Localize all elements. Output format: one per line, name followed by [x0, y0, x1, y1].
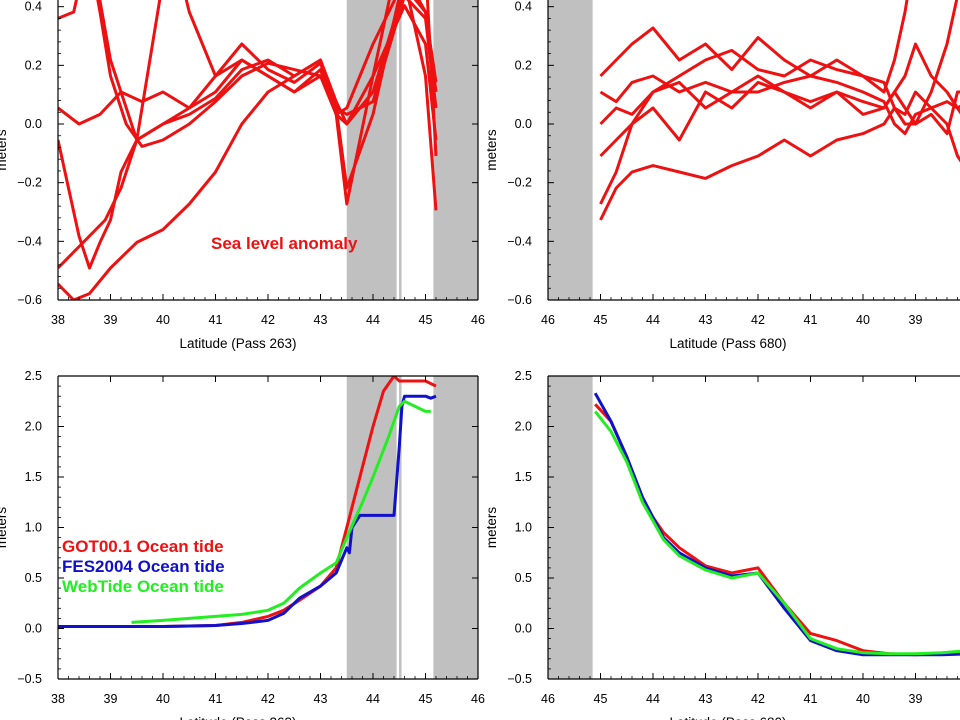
y-tick-label: 1.5 [515, 470, 532, 484]
y-axis-label: meters [484, 129, 499, 171]
y-axis-label: meters [0, 129, 9, 171]
y-tick-label: 1.0 [515, 521, 532, 535]
x-tick-label: 39 [104, 692, 118, 706]
x-tick-label: 40 [156, 313, 170, 327]
shaded-band [433, 376, 478, 679]
x-tick-label: 44 [366, 313, 380, 327]
y-tick-label: 0.0 [515, 622, 532, 636]
x-tick-label: 45 [594, 692, 608, 706]
series-line [96, 0, 438, 148]
series-line [593, 392, 960, 657]
series-line [58, 0, 438, 300]
y-tick-label: 0.2 [515, 58, 532, 72]
y-tick-label: 2.0 [515, 420, 532, 434]
x-tick-label: 43 [314, 692, 328, 706]
y-tick-label: −0.4 [507, 234, 532, 248]
y-tick-label: 0.5 [515, 571, 532, 585]
x-axis-label: Latitude (Pass 680) [669, 715, 786, 720]
chart-panel-p1: 38 39 40 41 42 43 44 45 46 −0.6 −0.4 −0.2 0.0 0.2 0.4 L… [0, 0, 485, 351]
x-tick-label: 39 [909, 692, 923, 706]
series-line [58, 0, 438, 190]
y-tick-label: −0.6 [507, 293, 532, 307]
y-tick-label: −0.2 [507, 176, 532, 190]
y-tick-label: 1.5 [25, 470, 42, 484]
x-tick-label: 42 [261, 692, 275, 706]
series-line [599, 42, 960, 126]
chart-panel-p3: 38 39 40 41 42 43 44 45 46 −0.5 0.0 0.5 1.0 1.5 2.0 2.5… [0, 369, 485, 720]
x-tick-label: 41 [209, 692, 223, 706]
shaded-band [346, 376, 397, 679]
annotation-label: Sea level anomaly [211, 234, 358, 253]
y-tick-label: 2.5 [25, 369, 42, 383]
x-tick-label: 42 [751, 313, 765, 327]
y-tick-label: 1.0 [25, 521, 42, 535]
legend-entry: GOT00.1 Ocean tide [62, 537, 224, 556]
shaded-band [548, 376, 593, 679]
x-tick-label: 39 [104, 313, 118, 327]
x-tick-label: 46 [541, 692, 555, 706]
y-tick-label: −0.5 [507, 672, 532, 686]
x-tick-label: 41 [804, 313, 818, 327]
y-tick-label: −0.6 [17, 293, 42, 307]
x-tick-label: 46 [471, 692, 485, 706]
series-line [594, 403, 960, 657]
chart-panel-p4: 464544434241403938−0.50.00.51.01.52.02.5… [484, 369, 960, 720]
x-tick-label: 44 [646, 692, 660, 706]
x-tick-label: 39 [909, 313, 923, 327]
y-tick-label: 0.0 [25, 117, 42, 131]
x-tick-label: 41 [804, 692, 818, 706]
legend-entry: WebTide Ocean tide [62, 577, 224, 596]
y-tick-label: 0.0 [515, 117, 532, 131]
x-tick-label: 38 [51, 313, 65, 327]
x-tick-label: 45 [594, 313, 608, 327]
series-line [131, 399, 431, 624]
x-tick-label: 46 [471, 313, 485, 327]
y-tick-label: 0.4 [25, 0, 42, 14]
x-tick-label: 44 [646, 313, 660, 327]
x-tick-label: 44 [366, 692, 380, 706]
x-tick-label: 42 [751, 692, 765, 706]
x-axis-label: Latitude (Pass 680) [669, 336, 786, 351]
series-line [58, 4, 438, 270]
series-line [599, 0, 959, 205]
series-line [599, 90, 960, 221]
y-tick-label: 0.0 [25, 622, 42, 636]
y-tick-label: 0.2 [25, 58, 42, 72]
y-tick-label: 0.5 [25, 571, 42, 585]
y-axis-label: meters [484, 507, 499, 549]
x-axis-label: Latitude (Pass 263) [179, 336, 296, 351]
series-line [599, 74, 960, 136]
x-tick-label: 43 [314, 313, 328, 327]
x-axis-label: Latitude (Pass 263) [179, 715, 296, 720]
series-line [599, 0, 909, 94]
x-tick-label: 40 [856, 313, 870, 327]
x-tick-label: 46 [541, 313, 555, 327]
y-tick-label: −0.2 [17, 176, 42, 190]
shaded-band [433, 0, 478, 300]
x-tick-label: 45 [419, 313, 433, 327]
x-tick-label: 42 [261, 313, 275, 327]
y-tick-label: 0.4 [515, 0, 532, 14]
legend-entry: FES2004 Ocean tide [62, 557, 225, 576]
y-tick-label: 2.5 [515, 369, 532, 383]
y-axis-label: meters [0, 507, 9, 549]
y-tick-label: −0.5 [17, 672, 42, 686]
y-tick-label: 2.0 [25, 420, 42, 434]
x-tick-label: 43 [699, 692, 713, 706]
series-line [58, 0, 438, 142]
x-tick-label: 45 [419, 692, 433, 706]
series-line [594, 410, 960, 656]
x-tick-label: 40 [856, 692, 870, 706]
y-tick-label: −0.4 [17, 234, 42, 248]
x-tick-label: 43 [699, 313, 713, 327]
x-tick-label: 38 [51, 692, 65, 706]
chart-panel-p2: 464544434241403938−0.6−0.4−0.20.00.20.4L… [484, 0, 960, 351]
shaded-band [548, 0, 593, 300]
x-tick-label: 41 [209, 313, 223, 327]
x-tick-label: 40 [156, 692, 170, 706]
